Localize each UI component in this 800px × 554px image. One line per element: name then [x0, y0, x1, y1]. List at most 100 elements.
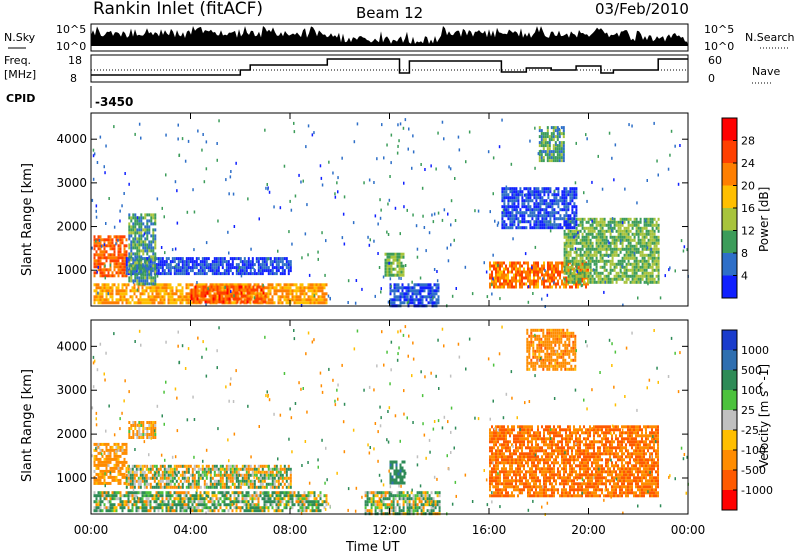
heatmap-cell: [311, 283, 314, 287]
heatmap-cell: [251, 272, 254, 276]
heatmap-cell: [623, 256, 626, 260]
heatmap-cell: [193, 479, 196, 483]
heatmap-cell: [655, 220, 658, 224]
heatmap-cell: [664, 274, 666, 278]
heatmap-cell: [191, 260, 194, 264]
heatmap-cell: [196, 291, 199, 295]
heatmap-cell: [641, 256, 644, 260]
heatmap-cell: [193, 473, 196, 477]
heatmap-cell: [565, 217, 568, 221]
heatmap-cell: [537, 285, 539, 289]
heatmap-cell: [109, 497, 112, 501]
heatmap-cell: [641, 244, 644, 248]
heatmap-cell: [134, 225, 137, 229]
heatmap-cell: [573, 259, 576, 263]
heatmap-cell: [567, 261, 569, 265]
heatmap-cell: [217, 283, 220, 287]
heatmap-cell: [161, 464, 164, 468]
heatmap-cell: [233, 482, 236, 486]
heatmap-cell: [198, 300, 201, 304]
heatmap-cell: [141, 509, 144, 513]
heatmap-cell: [279, 266, 282, 270]
heatmap-cell: [531, 190, 534, 194]
heatmap-cell: [161, 470, 164, 474]
heatmap-cell: [263, 269, 266, 273]
heatmap-cell: [183, 509, 186, 513]
heatmap-cell: [105, 494, 108, 498]
heatmap-cell: [579, 241, 582, 245]
heatmap-cell: [399, 232, 401, 236]
heatmap-cell: [585, 247, 588, 251]
heatmap-cell: [195, 497, 198, 501]
heatmap-cell: [150, 270, 153, 274]
heatmap-cell: [159, 292, 162, 296]
heatmap-cell: [539, 196, 542, 200]
heatmap-cell: [111, 466, 114, 470]
heatmap-cell: [543, 193, 546, 197]
heatmap-cell: [432, 296, 434, 300]
heatmap-cell: [196, 294, 199, 298]
heatmap-cell: [553, 189, 556, 193]
heatmap-cell: [223, 470, 226, 474]
heatmap-cell: [499, 297, 501, 301]
heatmap-cell: [601, 259, 604, 263]
heatmap-cell: [305, 301, 308, 305]
heatmap-cell: [123, 253, 126, 257]
heatmap-cell: [617, 232, 620, 236]
freq-trace: [91, 58, 688, 76]
heatmap-cell: [623, 247, 626, 251]
heatmap-cell: [150, 216, 153, 220]
heatmap-cell: [232, 297, 235, 301]
heatmap-cell: [117, 265, 120, 269]
heatmap-cell: [219, 260, 222, 264]
heatmap-cell: [119, 491, 122, 495]
heatmap-cell: [631, 271, 634, 275]
heatmap-cell: [552, 147, 555, 151]
heatmap-cell: [555, 143, 557, 146]
heatmap-cell: [548, 159, 551, 163]
heatmap-cell: [245, 470, 248, 474]
heatmap-cell: [567, 282, 569, 286]
heatmap-cell: [161, 494, 164, 498]
heatmap-cell: [109, 481, 112, 485]
heatmap-cell: [623, 226, 626, 230]
heatmap-cell: [525, 261, 527, 265]
heatmap-cell: [565, 214, 568, 218]
heatmap-cell: [269, 470, 272, 474]
heatmap-cell: [598, 259, 600, 263]
heatmap-cell: [109, 259, 112, 263]
heatmap-cell: [206, 300, 209, 304]
heatmap-cell: [615, 223, 618, 227]
heatmap-cell: [263, 485, 266, 489]
heatmap-cell: [95, 289, 98, 293]
heatmap-cell: [235, 470, 238, 474]
heatmap-cell: [227, 464, 230, 468]
heatmap-cell: [573, 241, 576, 245]
heatmap-cell: [503, 270, 505, 274]
heatmap-cell: [155, 269, 158, 273]
heatmap-cell: [569, 190, 572, 194]
heatmap-cell: [273, 286, 276, 290]
heatmap-cell: [123, 298, 126, 302]
heatmap-cell: [197, 263, 200, 267]
heatmap-cell: [273, 260, 276, 264]
heatmap-cell: [138, 246, 141, 250]
heatmap-cell: [535, 220, 538, 224]
heatmap-cell: [619, 277, 622, 281]
heatmap-cell: [552, 126, 555, 130]
heatmap-cell: [595, 247, 598, 251]
heatmap-cell: [113, 448, 116, 452]
heatmap-cell: [185, 266, 188, 270]
heatmap-cell: [121, 442, 124, 446]
heatmap-cell: [230, 285, 233, 289]
heatmap-cell: [197, 129, 199, 133]
heatmap-cell: [175, 269, 178, 273]
heatmap-cell: [319, 289, 322, 293]
heatmap-cell: [211, 260, 214, 264]
heatmap-cell: [205, 303, 207, 307]
heatmap-cell: [161, 298, 164, 302]
heatmap-cell: [542, 135, 545, 139]
heatmap-cell: [285, 266, 288, 270]
heatmap-cell: [103, 506, 106, 510]
heatmap-cell: [143, 506, 146, 510]
